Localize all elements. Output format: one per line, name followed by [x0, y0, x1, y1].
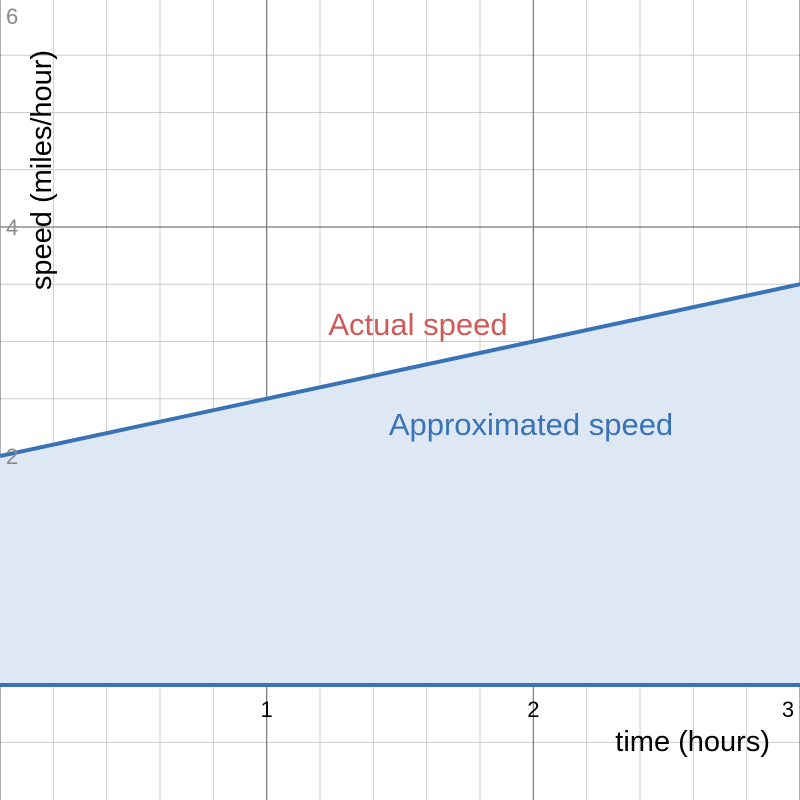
actual-speed-line — [0, 282, 800, 458]
tick-labels: 1 2 3 2 4 6 — [6, 4, 794, 722]
y-tick-label: 6 — [6, 4, 18, 29]
x-tick-label: 3 — [782, 697, 794, 722]
actual-speed-label: Actual speed — [328, 307, 507, 342]
x-tick-label: 2 — [527, 697, 539, 722]
y-tick-label: 4 — [6, 215, 18, 240]
x-axis-label: time (hours) — [615, 726, 770, 758]
y-tick-label: 2 — [6, 444, 18, 469]
approximated-speed-label: Approximated speed — [389, 407, 673, 442]
approximated-speed-area — [0, 284, 800, 685]
y-axis-label: speed (miles/hour) — [26, 50, 58, 290]
x-tick-label: 1 — [261, 697, 273, 722]
